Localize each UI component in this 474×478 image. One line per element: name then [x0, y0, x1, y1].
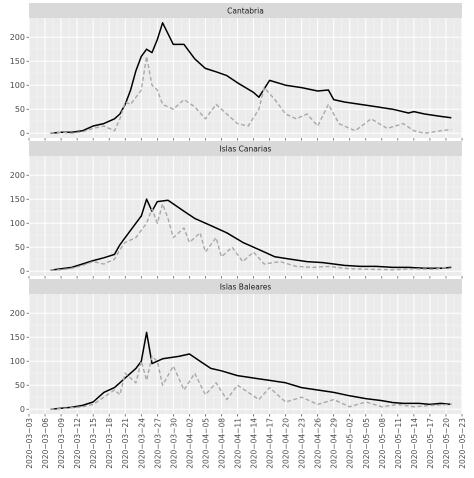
y-tick-label: 100 [10, 357, 25, 366]
x-tick-label: 2020−05−20 [442, 418, 451, 469]
panel-cantabria: Cantabria 0 50 100 150 200 [10, 3, 463, 141]
y-tick-label: 0 [20, 405, 25, 414]
solid-series-line [50, 331, 452, 410]
y-tick-label: 150 [10, 195, 25, 204]
facet-title: Islas Baleares [220, 283, 272, 292]
x-tick-label: 2020−03−24 [137, 418, 146, 469]
y-tick-label: 50 [15, 105, 25, 114]
dashed-series-line [50, 55, 452, 134]
x-tick-label: 2020−04−26 [314, 418, 323, 469]
y-tick-label: 100 [10, 81, 25, 90]
facet-strip [29, 279, 462, 294]
solid-series-line [50, 22, 452, 134]
facet-strip [29, 3, 462, 18]
x-tick-label: 2020−03−03 [25, 418, 34, 469]
x-tick-label: 2020−03−30 [169, 418, 178, 469]
y-tick-label: 0 [20, 267, 25, 276]
facet-strip [29, 141, 462, 156]
x-tick-label: 2020−04−20 [282, 418, 291, 469]
x-tick-label: 2020−04−14 [250, 418, 259, 469]
x-tick-label: 2020−05−17 [426, 418, 435, 469]
x-tick-label: 2020−05−02 [346, 418, 355, 469]
y-tick-label: 100 [10, 219, 25, 228]
dashed-series-line [50, 203, 452, 271]
x-tick-label: 2020−04−17 [266, 418, 275, 469]
x-tick-label: 2020−04−05 [201, 418, 210, 469]
y-tick-label: 50 [15, 243, 25, 252]
y-tick-label: 200 [10, 33, 25, 42]
x-tick-label: 2020−04−11 [233, 418, 242, 469]
facet-title: Cantabria [227, 7, 264, 16]
dashed-series-line [50, 355, 452, 410]
x-tick-label: 2020−03−15 [89, 418, 98, 469]
y-tick-label: 50 [15, 381, 25, 390]
x-tick-label: 2020−04−23 [298, 418, 307, 469]
x-tick-label: 2020−03−21 [121, 418, 130, 469]
x-tick-label: 2020−04−02 [185, 418, 194, 469]
x-tick-label: 2020−05−08 [378, 418, 387, 469]
y-tick-label: 200 [10, 309, 25, 318]
y-tick-label: 0 [20, 129, 25, 138]
y-tick-label: 200 [10, 171, 25, 180]
facet-title: Islas Canarias [220, 145, 272, 154]
y-tick-label: 150 [10, 333, 25, 342]
x-tick-label: 2020−05−23 [458, 418, 467, 469]
solid-series-line [50, 198, 452, 271]
x-tick-label: 2020−05−05 [362, 418, 371, 469]
x-tick-label: 2020−04−08 [217, 418, 226, 469]
y-tick-label: 150 [10, 57, 25, 66]
panel-islas-canarias: Islas Canarias 0 50 100 150 200 [10, 141, 463, 279]
x-tick-label: 2020−03−12 [73, 418, 82, 469]
x-tick-label: 2020−05−14 [410, 418, 419, 469]
x-tick-label: 2020−04−29 [330, 418, 339, 469]
x-tick-label: 2020−03−06 [41, 418, 50, 469]
x-tick-label: 2020−03−09 [57, 418, 66, 469]
x-tick-label: 2020−03−18 [105, 418, 114, 469]
panel-islas-baleares: Islas Baleares 0 50 100 150 200 [10, 279, 463, 417]
x-tick-label: 2020−03−27 [153, 418, 162, 469]
x-tick-label: 2020−05−11 [394, 418, 403, 469]
